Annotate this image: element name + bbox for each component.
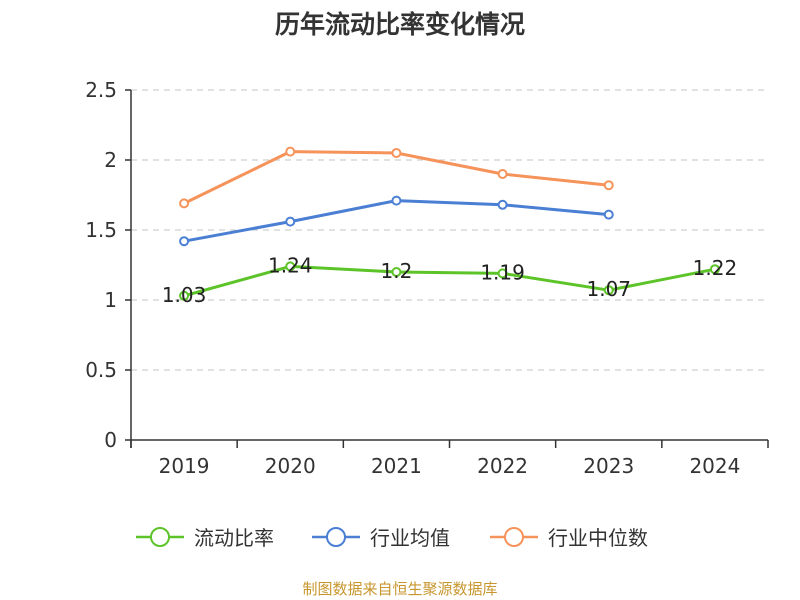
data-label: 1.07: [586, 277, 631, 301]
data-label: 1.24: [268, 253, 313, 277]
axes: 0 0.5 1 1.5 2 2.5 2019 2020 2021 2022 2023 2024: [85, 78, 769, 478]
legend-label: 行业中位数: [548, 526, 648, 550]
data-point[interactable]: [285, 216, 296, 227]
x-tick-label: 2023: [583, 454, 634, 478]
x-tick-label: 2019: [159, 454, 210, 478]
data-point[interactable]: [391, 267, 402, 277]
data-point[interactable]: [709, 264, 720, 275]
y-tick-label: 0: [104, 428, 117, 452]
x-tick-label: 2021: [371, 454, 422, 478]
data-point[interactable]: [603, 209, 614, 220]
legend-marker-icon: [326, 527, 346, 547]
y-tick-label: 2.5: [85, 78, 117, 102]
x-tick-label: 2020: [265, 454, 316, 478]
y-tick-label: 1: [104, 288, 117, 312]
data-label: 1.19: [480, 260, 525, 284]
data-point[interactable]: [179, 290, 190, 301]
data-point[interactable]: [391, 148, 402, 158]
data-point[interactable]: [497, 169, 508, 179]
data-point[interactable]: [497, 268, 508, 279]
y-tick-label: 1.5: [85, 218, 117, 242]
legend-item-2[interactable]: 行业中位数: [490, 526, 648, 550]
data-label: 1.22: [693, 256, 738, 280]
grid-lines: [131, 89, 768, 371]
x-tick-label: 2022: [477, 454, 528, 478]
data-point[interactable]: [285, 146, 296, 157]
data-point[interactable]: [497, 199, 508, 210]
legend-marker-icon: [150, 527, 170, 547]
source-note: 制图数据来自恒生聚源数据库: [302, 580, 498, 598]
data-labels: 1.03 1.24 1.2 1.19 1.07 1.22: [162, 253, 737, 306]
data-point[interactable]: [179, 236, 190, 247]
legend-label: 行业均值: [370, 526, 450, 550]
series-line-0: [183, 264, 716, 298]
legend-item-1[interactable]: 行业均值: [312, 526, 450, 550]
y-tick-label: 0.5: [85, 358, 117, 382]
data-label: 1.03: [162, 283, 207, 307]
data-point[interactable]: [179, 198, 190, 209]
series-lines: [179, 146, 720, 301]
chart-title: 历年流动比率变化情况: [274, 10, 525, 39]
data-point[interactable]: [285, 261, 296, 272]
legend-label: 流动比率: [194, 526, 274, 550]
data-point[interactable]: [391, 195, 402, 206]
data-point[interactable]: [603, 285, 614, 296]
legend[interactable]: 流动比率 行业均值 行业中位数: [136, 526, 648, 550]
data-point[interactable]: [603, 180, 614, 191]
series-line-1: [183, 199, 609, 243]
y-tick-label: 2: [104, 148, 117, 172]
legend-item-0[interactable]: 流动比率: [136, 526, 274, 550]
x-tick-label: 2024: [689, 454, 740, 478]
legend-marker-icon: [504, 527, 524, 547]
data-label: 1.2: [381, 259, 413, 283]
